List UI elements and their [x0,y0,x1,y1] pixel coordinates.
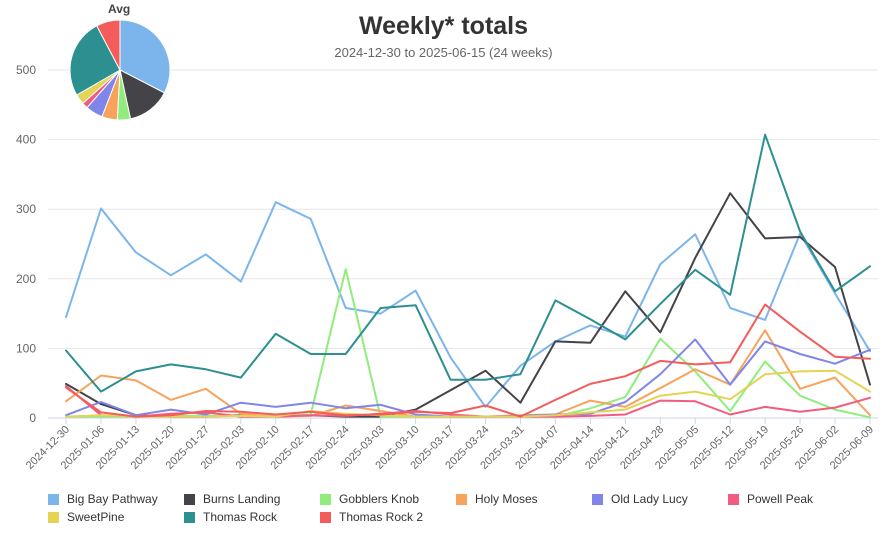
series-line-holy-moses[interactable] [65,329,871,418]
chart-title: Weekly* totals [358,12,529,40]
legend: Big Bay Pathway Burns Landing Gobblers K… [48,492,868,524]
legend-item-gobblers-knob[interactable]: Gobblers Knob [320,492,456,506]
legend-swatch [728,493,739,505]
pie-slice-thomas-rock-2[interactable] [96,19,121,71]
legend-label: Holy Moses [475,492,538,506]
y-tick-label: 100 [16,341,36,355]
y-tick-label: 200 [16,272,36,286]
y-tick-label: 400 [16,133,36,147]
legend-swatch [592,493,603,505]
legend-label: Old Lady Lucy [611,492,688,506]
pie-slice-thomas-rock[interactable] [69,25,121,96]
grid [48,69,878,419]
y-tick-label: 0 [29,411,36,425]
legend-item-holy-moses[interactable]: Holy Moses [456,492,592,506]
series-line-old-lady-lucy[interactable] [65,338,871,418]
legend-label: Burns Landing [203,492,281,506]
legend-label: SweetPine [67,510,125,524]
series-line-big-bay-pathway[interactable] [65,201,871,408]
legend-swatch [184,511,195,523]
legend-swatch [48,511,59,523]
series-line-sweetpine[interactable] [65,369,871,418]
legend-label: Gobblers Knob [339,492,420,506]
series-line-thomas-rock-2[interactable] [65,303,871,418]
avg-pie-chart [69,19,171,121]
legend-label: Thomas Rock [203,510,278,524]
legend-item-thomas-rock-2[interactable]: Thomas Rock 2 [320,510,456,524]
legend-swatch [456,493,467,505]
legend-item-thomas-rock[interactable]: Thomas Rock [184,510,320,524]
legend-label: Powell Peak [747,492,814,506]
series-line-thomas-rock[interactable] [65,133,871,393]
y-tick-label: 500 [16,63,36,77]
legend-swatch [320,493,331,505]
legend-swatch [184,493,195,505]
legend-swatch [48,493,59,505]
legend-swatch [320,511,331,523]
legend-item-sweetpine[interactable]: SweetPine [48,510,184,524]
pie-slice-big-bay-pathway[interactable] [119,19,171,94]
pie-title: Avg [108,2,131,16]
legend-label: Big Bay Pathway [67,492,158,506]
legend-item-old-lady-lucy[interactable]: Old Lady Lucy [592,492,728,506]
x-axis: 2024-12-302025-01-062025-01-132025-01-20… [24,418,876,472]
legend-item-powell-peak[interactable]: Powell Peak [728,492,864,506]
chart-subtitle: 2024-12-30 to 2025-06-15 (24 weeks) [334,45,553,60]
legend-label: Thomas Rock 2 [339,510,424,524]
y-tick-label: 300 [16,202,36,216]
legend-item-burns-landing[interactable]: Burns Landing [184,492,320,506]
legend-item-big-bay-pathway[interactable]: Big Bay Pathway [48,492,184,506]
y-axis: 0 100 200 300 400 500 [16,63,36,425]
plot-area [65,133,871,419]
